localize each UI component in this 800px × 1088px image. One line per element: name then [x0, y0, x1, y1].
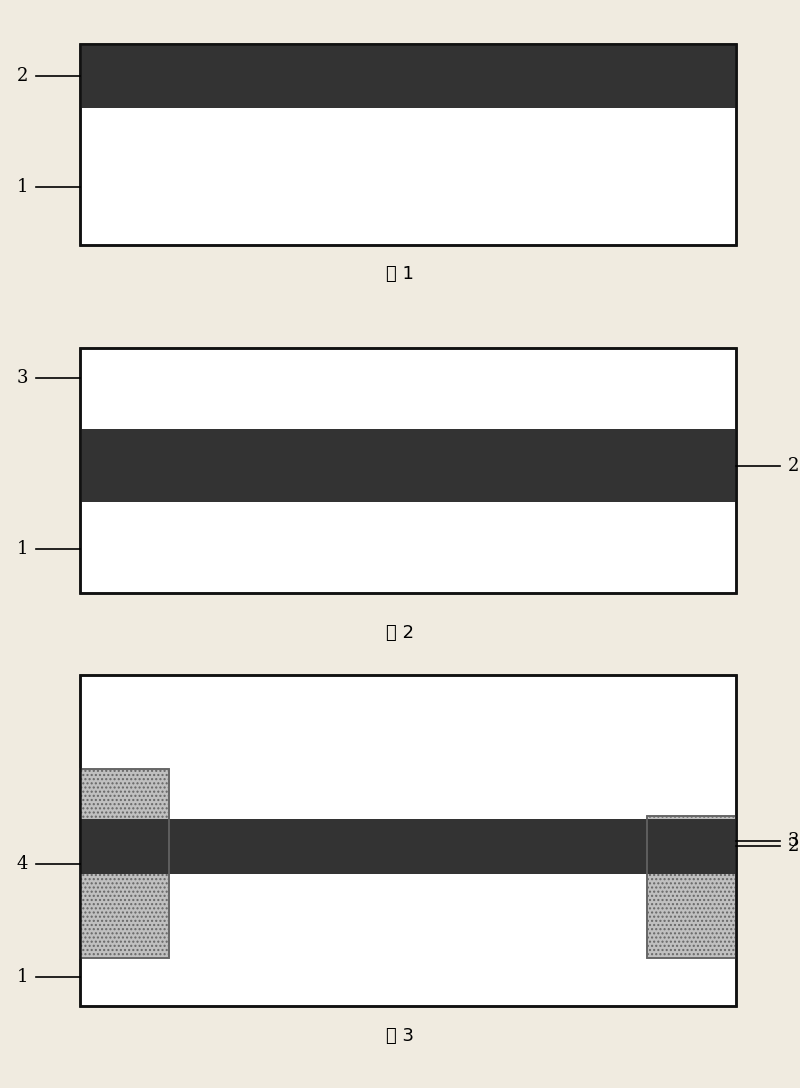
Bar	[80, 44, 736, 245]
Text: 图 1: 图 1	[386, 265, 414, 283]
Bar	[80, 769, 169, 959]
Bar	[80, 348, 736, 593]
Bar	[80, 348, 736, 593]
Text: 图 2: 图 2	[386, 625, 414, 642]
Text: 2: 2	[17, 66, 28, 85]
Bar	[647, 816, 736, 959]
Bar	[80, 675, 736, 1006]
Text: 2: 2	[788, 457, 799, 474]
Text: 1: 1	[17, 178, 28, 196]
Text: 3: 3	[788, 832, 799, 851]
Bar	[80, 44, 736, 245]
Text: 4: 4	[17, 855, 28, 873]
Bar	[80, 675, 736, 1006]
Text: 2: 2	[788, 838, 799, 855]
Bar	[80, 44, 736, 108]
Text: 1: 1	[17, 967, 28, 986]
Bar	[80, 819, 736, 874]
Text: 图 3: 图 3	[386, 1027, 414, 1044]
Bar	[647, 816, 736, 959]
Bar	[80, 429, 736, 503]
Text: 1: 1	[17, 540, 28, 558]
Bar	[80, 769, 169, 959]
Text: 3: 3	[17, 369, 28, 386]
